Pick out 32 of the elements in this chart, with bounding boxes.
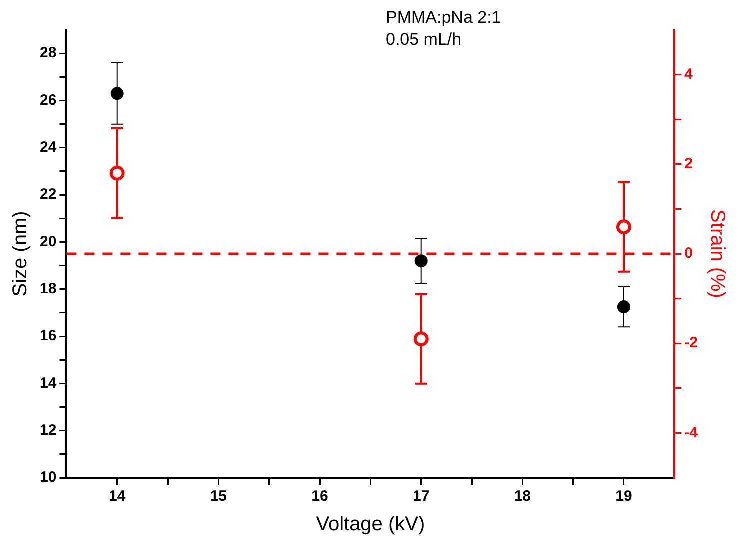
y2-tick-label: 4: [684, 66, 694, 83]
y2-axis-title: Strain (%): [706, 210, 728, 298]
text: PMMA:pNa 2:1: [386, 8, 502, 28]
x-tick-label: 19: [616, 488, 632, 506]
y-tick-label: 28: [40, 44, 57, 62]
y-tick-label: 24: [40, 139, 58, 156]
y-tick-label: 12: [40, 422, 57, 439]
y-tick-label: 20: [40, 233, 57, 250]
y2-tick-label: 2: [684, 156, 694, 173]
point: [414, 332, 429, 347]
x-axis-title: Voltage (kV): [316, 514, 426, 536]
annotation: 0.05 mL/h: [386, 30, 462, 50]
point: [618, 300, 630, 314]
point: [414, 254, 428, 268]
y-tick-label: 14: [40, 374, 58, 392]
y2-tick-label: 0: [684, 245, 694, 262]
x-tick-label: 18: [514, 488, 532, 506]
x-tick-label: 14: [109, 488, 126, 506]
y-tick-label: 18: [40, 280, 57, 298]
x-tick-label: 17: [412, 488, 430, 506]
point: [110, 87, 124, 100]
y2-tick-label: -4: [684, 424, 699, 442]
y-tick-label: 16: [40, 328, 57, 345]
y2-tick-label: -2: [684, 334, 698, 352]
x-tick-label: 16: [312, 488, 328, 506]
point: [616, 220, 632, 235]
x-tick-label: 15: [210, 488, 228, 506]
y-tick-label: 22: [40, 186, 57, 204]
y-axis-title: Size (nm): [10, 211, 32, 297]
y-tick-label: 10: [40, 469, 57, 486]
y-tick-label: 26: [40, 92, 57, 109]
point: [110, 166, 125, 181]
